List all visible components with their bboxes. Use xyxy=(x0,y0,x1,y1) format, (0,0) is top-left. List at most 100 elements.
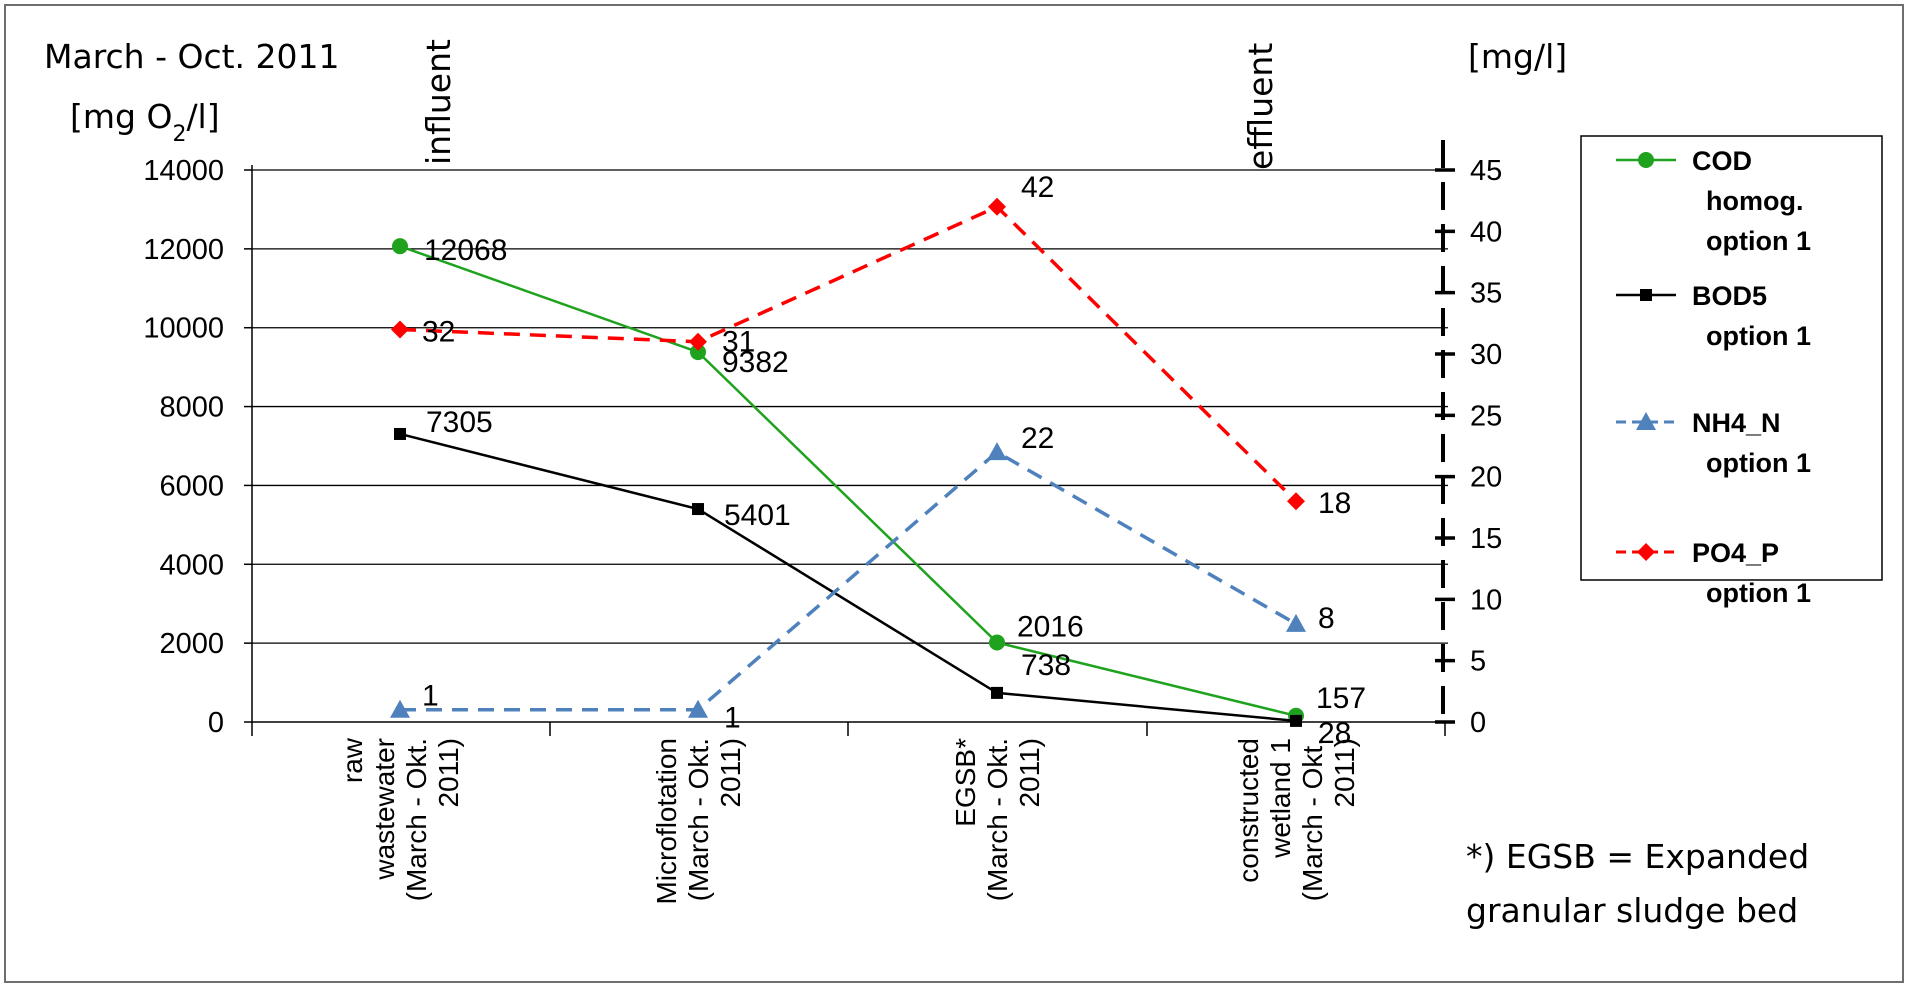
data-point xyxy=(689,332,707,351)
category-label-line: raw xyxy=(337,737,368,783)
legend-entry: PO4_P xyxy=(1692,538,1779,568)
gridlines xyxy=(252,169,1448,644)
y-right-tick-label: 25 xyxy=(1470,400,1502,432)
category-label-line: 2011) xyxy=(433,738,464,808)
y-left-tick-label: 8000 xyxy=(159,392,224,424)
data-point xyxy=(988,197,1006,216)
data-label: 5401 xyxy=(724,499,791,532)
category-label-line: constructed xyxy=(1233,738,1264,883)
data-point xyxy=(1290,714,1302,727)
legend-entry: option 1 xyxy=(1706,578,1811,608)
series-line xyxy=(399,432,1297,723)
legend-entry: NH4_N xyxy=(1692,408,1781,438)
y-left-tick-label: 12000 xyxy=(143,234,224,266)
y-left-tick-label: 14000 xyxy=(143,155,224,187)
y-right-tick-label: 20 xyxy=(1470,462,1502,494)
y-right-tick-label: 10 xyxy=(1470,584,1502,616)
y-left-tick-label: 6000 xyxy=(159,470,224,502)
data-label: 9382 xyxy=(722,346,789,379)
y-left-tick-label: 4000 xyxy=(159,549,224,581)
data-point xyxy=(1640,289,1652,301)
category-label-line: (March - Okt. xyxy=(982,738,1013,901)
category-label-line: (March - Okt. xyxy=(1297,738,1328,901)
data-label: 18 xyxy=(1318,487,1351,520)
y-axis-label-right: [mg/l] xyxy=(1468,37,1567,76)
y-right-tick-label: 15 xyxy=(1470,523,1502,555)
y-axis-label-left: [mg O2/l] xyxy=(70,97,220,147)
data-label: 7305 xyxy=(426,406,493,439)
data-labels: 12068 9382 2016 157 7305 5401 738 28 1 1 22 8 32 31 42… xyxy=(422,171,1366,750)
footnote-line-2: granular sludge bed xyxy=(1466,891,1798,930)
data-label: 1 xyxy=(724,702,741,735)
series-line xyxy=(399,204,1298,503)
category-label: Microflotation (March - Okt. 2011) xyxy=(651,738,746,905)
y-right-tick-label: 30 xyxy=(1470,339,1502,371)
legend-entry: BOD5 xyxy=(1692,281,1767,311)
legend-entry: option 1 xyxy=(1706,321,1811,351)
legend-entry: COD xyxy=(1692,146,1752,176)
data-point xyxy=(688,699,708,718)
data-point xyxy=(390,699,410,718)
influent-annotation: influent xyxy=(419,39,458,165)
y-right-tick-label: 5 xyxy=(1470,646,1486,678)
category-label-line: 2011) xyxy=(715,738,746,808)
category-label: EGSB* (March - Okt. 2011) xyxy=(950,738,1045,901)
data-label: 31 xyxy=(722,326,755,359)
series-line xyxy=(400,449,1297,712)
data-point xyxy=(1287,492,1305,511)
category-labels: raw wastewater (March - Okt. 2011) Microflot… xyxy=(337,737,1360,904)
data-label: 2016 xyxy=(1017,611,1084,644)
effluent-annotation: effluent xyxy=(1241,43,1280,170)
data-point xyxy=(1637,543,1655,561)
data-label: 32 xyxy=(422,315,455,348)
legend-entry: option 1 xyxy=(1706,448,1811,478)
category-label-line: (March - Okt. xyxy=(683,738,714,901)
data-point xyxy=(987,442,1007,461)
y-right-tick-label: 45 xyxy=(1470,155,1502,187)
data-label: 12068 xyxy=(424,234,507,267)
data-point xyxy=(989,634,1005,651)
series-layer xyxy=(390,197,1306,727)
data-point xyxy=(391,320,409,339)
category-label-line: EGSB* xyxy=(950,738,981,827)
y-right-tick-label: 40 xyxy=(1470,216,1502,248)
data-point xyxy=(692,503,704,516)
data-label: 738 xyxy=(1021,649,1071,682)
data-label: 22 xyxy=(1021,422,1054,455)
data-point xyxy=(394,427,406,440)
legend-box xyxy=(1580,135,1883,581)
data-label: 42 xyxy=(1021,171,1054,204)
y-left-tick-label: 2000 xyxy=(159,628,224,660)
data-point xyxy=(1286,613,1306,632)
y-left-tick-label: 0 xyxy=(208,707,224,739)
series-line xyxy=(399,244,1297,718)
data-label: 157 xyxy=(1316,682,1366,715)
category-label-line: 2011) xyxy=(1329,738,1360,808)
category-label: constructed wetland 1 (March - Okt. 2011) xyxy=(1233,738,1360,901)
category-label-line: wastewater xyxy=(369,738,400,881)
data-point xyxy=(690,344,706,361)
category-label: raw wastewater (March - Okt. 2011) xyxy=(337,737,464,901)
data-label: 8 xyxy=(1318,602,1335,635)
category-label-line: wetland 1 xyxy=(1265,738,1296,859)
data-point xyxy=(1638,152,1654,168)
legend-entry: homog. xyxy=(1706,186,1803,216)
legend-entry: option 1 xyxy=(1706,226,1811,256)
y-right-tick-label: 0 xyxy=(1470,707,1486,739)
y-left-tick-label: 10000 xyxy=(143,313,224,345)
data-point xyxy=(991,686,1003,699)
data-point xyxy=(1636,412,1656,430)
y-right-tick-label: 35 xyxy=(1470,278,1502,310)
data-label: 28 xyxy=(1318,717,1351,750)
axes: 0 2000 4000 6000 8000 10000 12000 14000 0 5 10 15 20… xyxy=(143,140,1502,739)
chart-title: March - Oct. 2011 xyxy=(44,37,340,76)
chart-frame xyxy=(4,4,1904,983)
data-point xyxy=(392,238,408,255)
category-label-line: Microflotation xyxy=(651,738,682,905)
data-label: 1 xyxy=(422,680,439,713)
category-label-line: 2011) xyxy=(1014,738,1045,808)
footnote-line-1: *) EGSB = Expanded xyxy=(1466,837,1809,876)
category-label-line: (March - Okt. xyxy=(401,738,432,901)
